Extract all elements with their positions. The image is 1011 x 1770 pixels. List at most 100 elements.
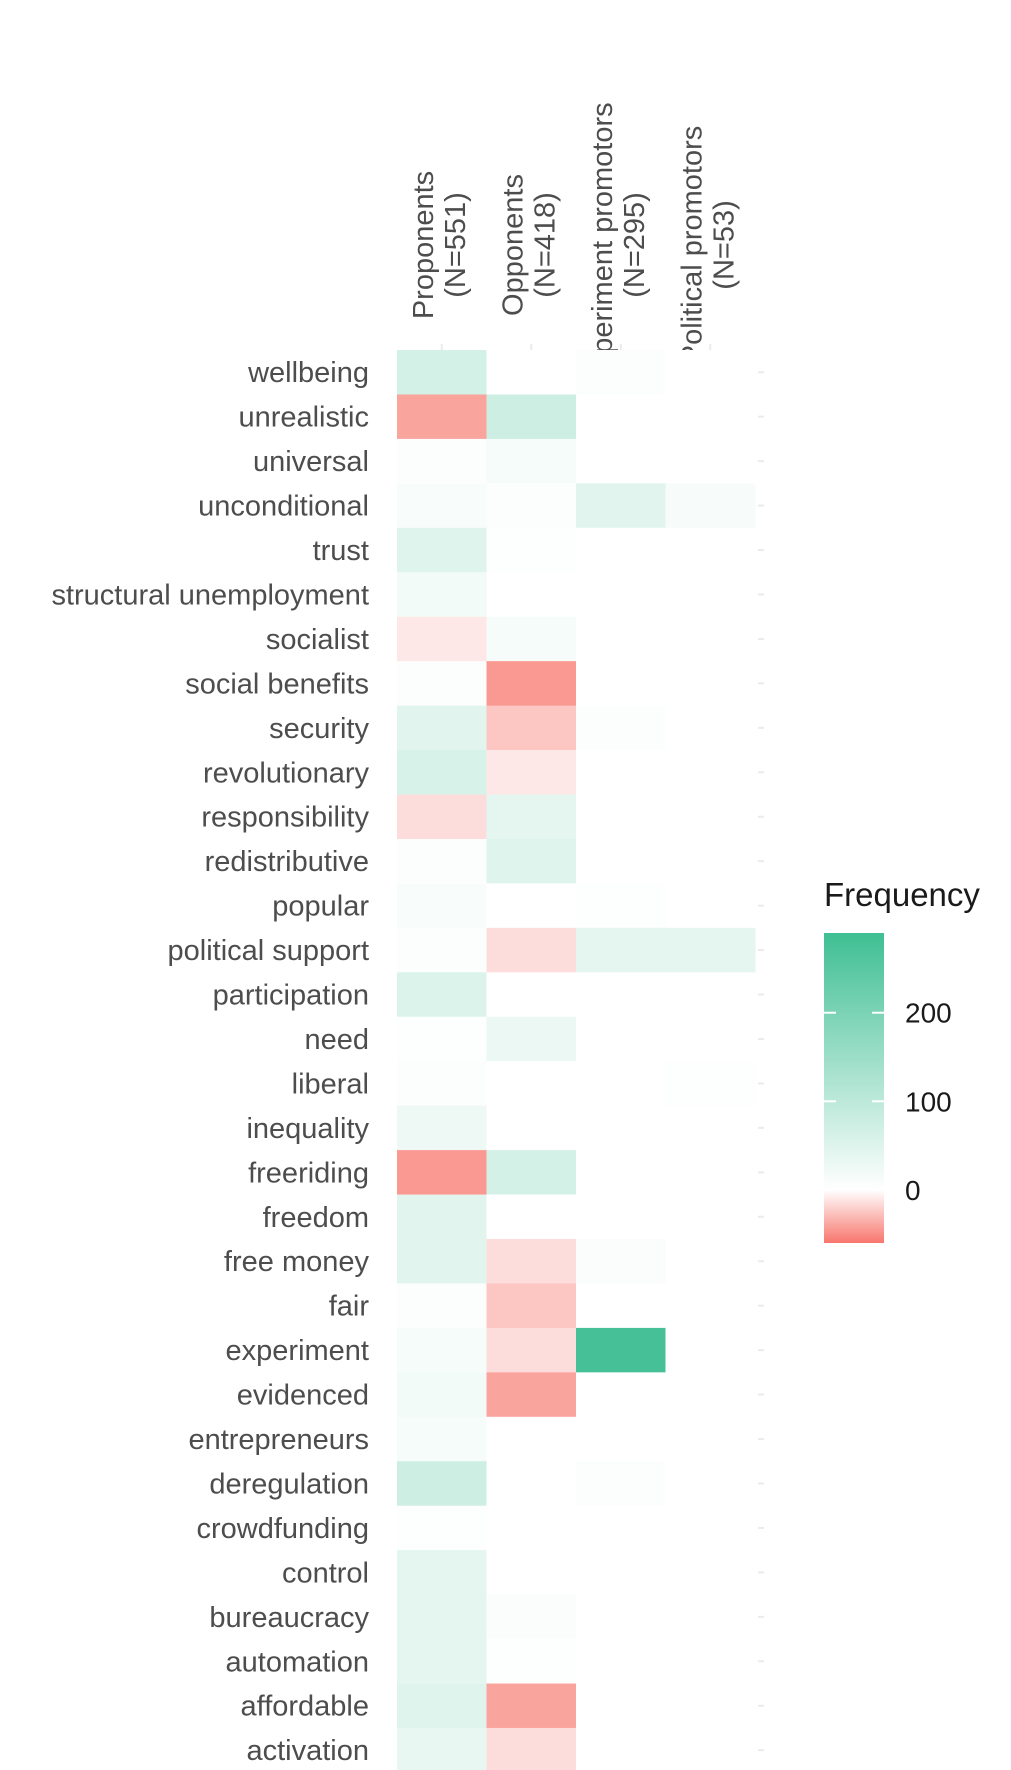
heatmap-cells [397,350,756,1770]
legend-tick-label: 0 [905,1175,921,1206]
row-label: automation [226,1646,370,1678]
heatmap-cell [397,1016,487,1062]
row-label: deregulation [209,1468,369,1500]
heatmap-cell [665,1461,756,1507]
heatmap-cell [576,1727,666,1770]
row-label: free money [224,1246,370,1278]
heatmap-cell [397,883,487,929]
heatmap-cell [576,483,666,529]
heatmap-cell [665,438,756,484]
heatmap-cell [486,1150,577,1196]
row-label: socialist [266,624,369,656]
heatmap-cell [576,1283,666,1329]
column-label-n: (N=295) [619,192,651,298]
heatmap-cell [665,972,756,1018]
heatmap-cell [486,1683,577,1729]
legend-colorbar [824,933,884,1243]
heatmap-cell [397,527,487,573]
heatmap-cell [397,1550,487,1596]
heatmap-cell [665,927,756,973]
heatmap-cell [397,1727,487,1770]
heatmap-cell [576,1061,666,1107]
heatmap-cell [486,883,577,929]
heatmap-cell [397,1327,487,1373]
heatmap-cell [397,483,487,529]
heatmap-cell [486,1194,577,1240]
heatmap-cell [486,1639,577,1684]
heatmap-cell [665,1550,756,1596]
row-label: liberal [292,1068,369,1100]
heatmap-cell [576,1550,666,1596]
heatmap-cell [576,1194,666,1240]
row-label: political support [168,935,370,967]
heatmap-cell [665,572,756,618]
heatmap-cell [665,705,756,751]
row-label: wellbeing [247,357,369,389]
legend-title: Frequency [824,876,980,913]
row-label: revolutionary [203,757,370,789]
row-label: popular [272,891,369,923]
column-label: Opponents (N=418) [497,174,561,316]
heatmap-cell [665,1683,756,1729]
heatmap-cell [665,350,756,395]
heatmap-cell [397,350,487,395]
heatmap-cell [397,1461,487,1507]
heatmap-cell [576,1594,666,1640]
heatmap-cell [665,394,756,440]
heatmap-cell [665,1061,756,1107]
heatmap-cell [486,794,577,840]
heatmap-cell [576,1105,666,1151]
heatmap-cell [576,794,666,840]
heatmap-cell [486,572,577,618]
heatmap-cell [576,1461,666,1507]
column-label-name: Experiment promotors [587,102,619,387]
heatmap-cell [486,661,577,707]
heatmap-cell [576,1327,666,1373]
heatmap-cell [397,705,487,751]
row-label: fair [329,1291,370,1323]
column-label-name: Proponents [408,171,440,319]
row-label: unconditional [198,491,369,523]
heatmap-cell [486,927,577,973]
heatmap-cell [397,972,487,1018]
heatmap-cell [576,438,666,484]
heatmap-cell [397,1194,487,1240]
row-label: universal [253,446,369,478]
heatmap-cell [665,1505,756,1551]
heatmap-cell [576,750,666,795]
row-label: evidenced [237,1380,369,1412]
heatmap-cell [397,1150,487,1196]
heatmap-cell [665,1727,756,1770]
heatmap-cell [576,927,666,973]
heatmap-cell [665,616,756,662]
row-label: activation [246,1735,369,1767]
heatmap-cell [576,705,666,751]
heatmap-cell [576,1639,666,1684]
heatmap-cell [486,1727,577,1770]
heatmap-cell [665,1639,756,1684]
heatmap-cell [665,794,756,840]
heatmap-cell [397,1061,487,1107]
heatmap-cell [665,1239,756,1284]
heatmap-cell [576,883,666,929]
row-label: need [304,1024,369,1056]
heatmap-cell [576,1239,666,1284]
heatmap-cell [665,1016,756,1062]
heatmap-cell [397,572,487,618]
column-label: Proponents (N=551) [408,171,472,319]
column-label-name: Opponents [497,174,529,316]
heatmap-cell [665,1594,756,1640]
row-label: crowdfunding [197,1513,370,1545]
heatmap-cell [486,1061,577,1107]
heatmap-cell [486,1505,577,1551]
heatmap-cell [576,1416,666,1462]
heatmap-cell [397,1505,487,1551]
legend-tick-label: 200 [905,998,952,1029]
heatmap-cell [397,1416,487,1462]
row-label: affordable [241,1691,369,1723]
heatmap-cell [576,838,666,884]
row-label: structural unemployment [51,579,369,611]
heatmap-cell [576,616,666,662]
heatmap-cell [576,1150,666,1196]
heatmap-cell [486,1594,577,1640]
